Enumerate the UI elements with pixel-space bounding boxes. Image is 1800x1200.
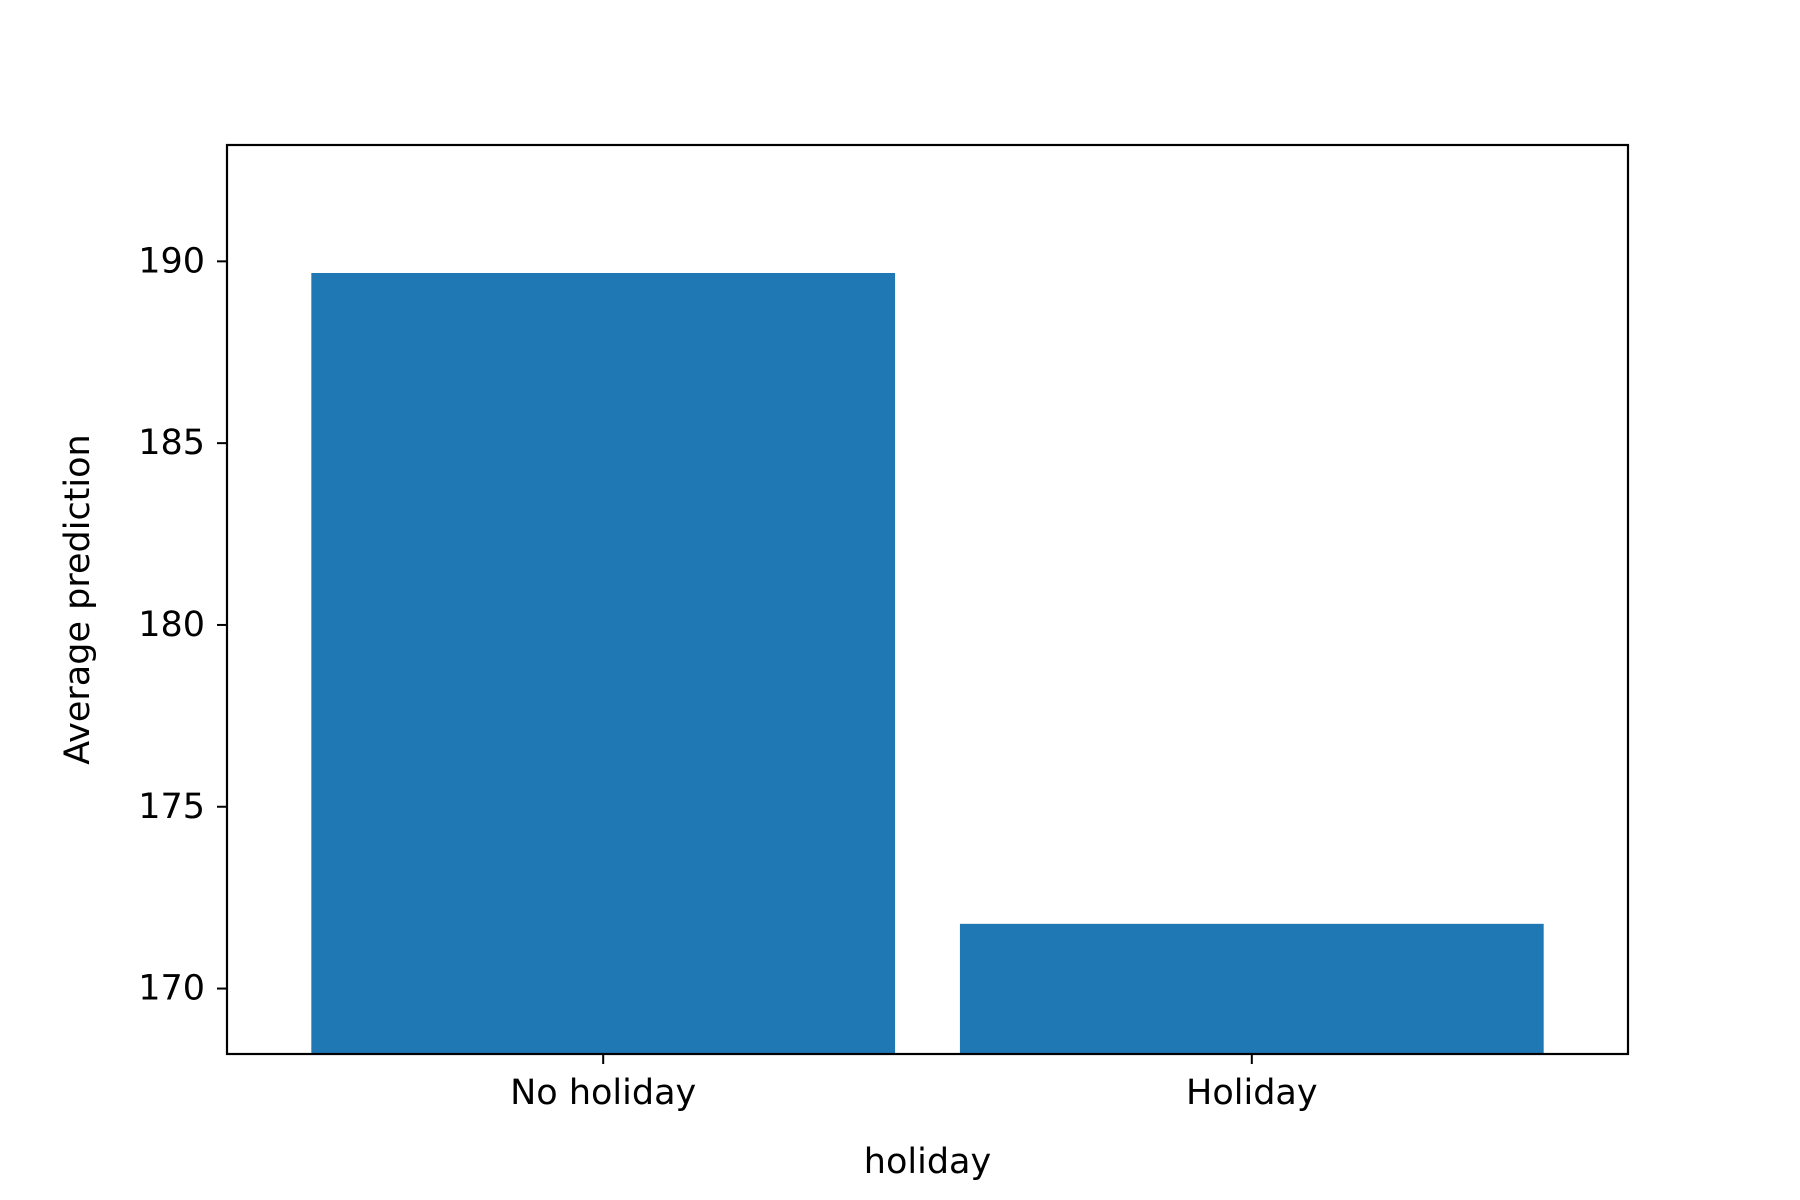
y-tick-label: 170 bbox=[138, 969, 205, 1009]
y-axis: 170 175 180 185 190 bbox=[138, 241, 227, 1009]
y-tick-label: 185 bbox=[138, 423, 205, 463]
bar-holiday bbox=[959, 923, 1544, 1054]
plot-frame bbox=[225, 143, 1630, 1056]
bar-no-holiday bbox=[311, 272, 896, 1055]
x-axis-label: holiday bbox=[864, 1142, 991, 1182]
x-tick-label: Holiday bbox=[1186, 1073, 1318, 1113]
x-axis: No holiday Holiday bbox=[510, 1054, 1318, 1113]
y-axis-label: Average prediction bbox=[58, 434, 98, 764]
bars-layer bbox=[311, 272, 1544, 1055]
y-tick-label: 190 bbox=[138, 241, 205, 281]
x-tick-label: No holiday bbox=[510, 1073, 696, 1113]
y-tick-label: 180 bbox=[138, 605, 205, 645]
y-tick-label: 175 bbox=[138, 787, 205, 827]
